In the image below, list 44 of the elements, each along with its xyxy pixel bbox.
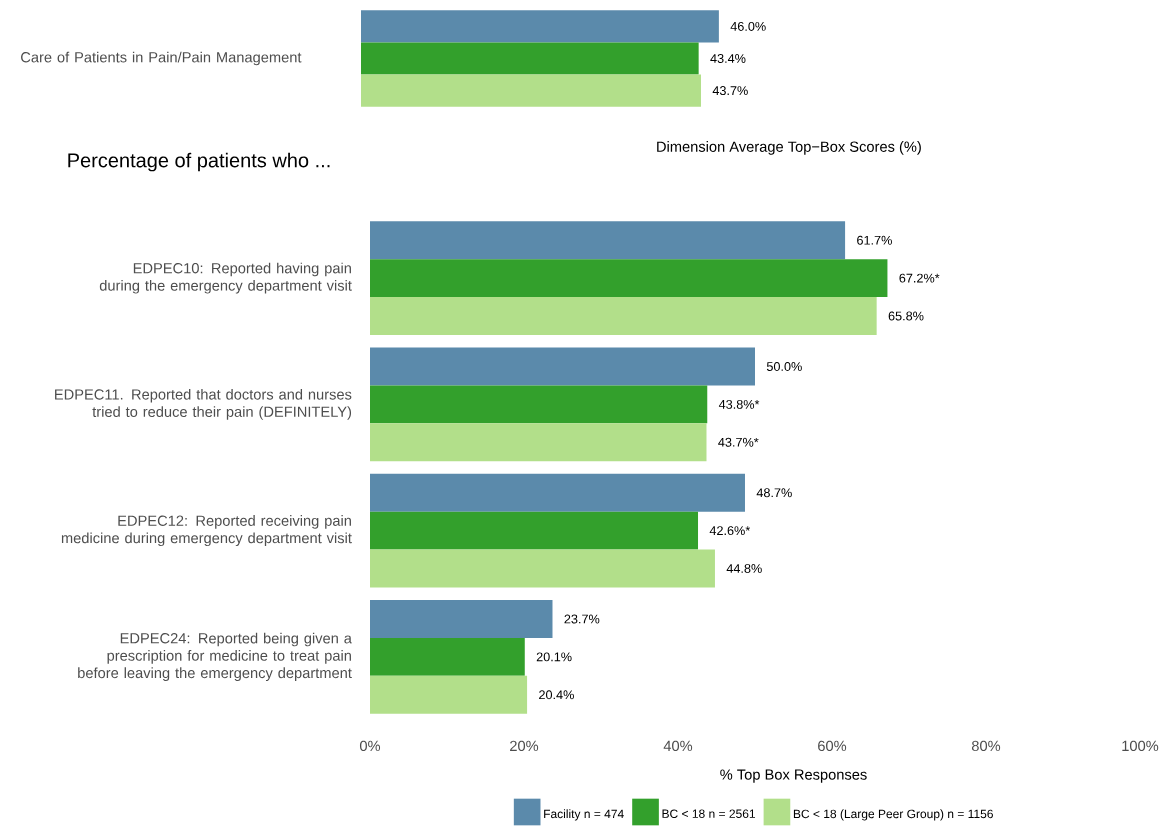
x-axis-title: Dimension Average Top−Box Scores (%) bbox=[657, 141, 921, 155]
x-tick-label: 0% bbox=[359, 740, 381, 752]
bar bbox=[370, 221, 846, 260]
data-label: 50.0% bbox=[766, 362, 802, 371]
data-label: 65.8% bbox=[888, 311, 924, 321]
y-tick-label: EDPEC10: Reported having pain during the emergency department visit bbox=[99, 262, 352, 294]
bar bbox=[370, 675, 528, 714]
x-tick-label: 20% bbox=[510, 740, 539, 752]
legend-label: Facility n = 474 bbox=[544, 809, 624, 821]
data-label: 20.4% bbox=[539, 690, 574, 700]
bar bbox=[370, 549, 715, 588]
x-tick-label: 40% bbox=[663, 740, 693, 752]
x-tick-label: 100% bbox=[1122, 740, 1159, 752]
y-tick-label: EDPEC24: Reported being given a prescription for medicine to treat pain before leaving the emergency department bbox=[78, 632, 352, 682]
data-label: 42.6%* bbox=[709, 526, 751, 536]
x-tick-label: 60% bbox=[818, 740, 847, 752]
bar bbox=[370, 347, 755, 386]
data-label: 61.7% bbox=[857, 235, 892, 245]
data-label: 67.2%* bbox=[899, 273, 940, 283]
data-label: 43.4% bbox=[710, 54, 746, 63]
data-label: 20.1% bbox=[536, 652, 572, 662]
bar bbox=[370, 423, 707, 462]
y-tick-label: EDPEC12: Reported receiving pain medicine during emergency department visit bbox=[61, 515, 352, 547]
bar bbox=[370, 259, 888, 298]
text: Percentage of patients who ... bbox=[68, 152, 330, 172]
data-label: 43.7% bbox=[712, 86, 748, 96]
bar bbox=[370, 637, 525, 676]
bar bbox=[370, 511, 699, 550]
data-label: 44.8% bbox=[726, 564, 762, 573]
x-axis-title: % Top Box Responses bbox=[720, 769, 867, 783]
x-tick-label: 80% bbox=[971, 740, 1001, 752]
bar bbox=[370, 473, 745, 512]
data-label: 23.7% bbox=[564, 614, 600, 624]
bar bbox=[370, 385, 708, 424]
y-tick-label: EDPEC11. Reported that doctors and nurses tried to reduce their pain (DEFINITELY) bbox=[55, 388, 352, 420]
y-tick-label: Care of Patients in Pain/Pain Management bbox=[21, 51, 302, 66]
legend-label: BC < 18 n = 2561 bbox=[662, 809, 755, 818]
bar bbox=[370, 297, 877, 335]
legend-label: BC < 18 (Large Peer Group) n = 1156 bbox=[793, 809, 993, 821]
data-label: 43.7%* bbox=[718, 437, 759, 447]
data-label: 48.7% bbox=[756, 488, 792, 498]
bar bbox=[370, 600, 553, 638]
data-label: 46.0% bbox=[730, 21, 766, 31]
data-label: 43.8%* bbox=[718, 399, 760, 409]
